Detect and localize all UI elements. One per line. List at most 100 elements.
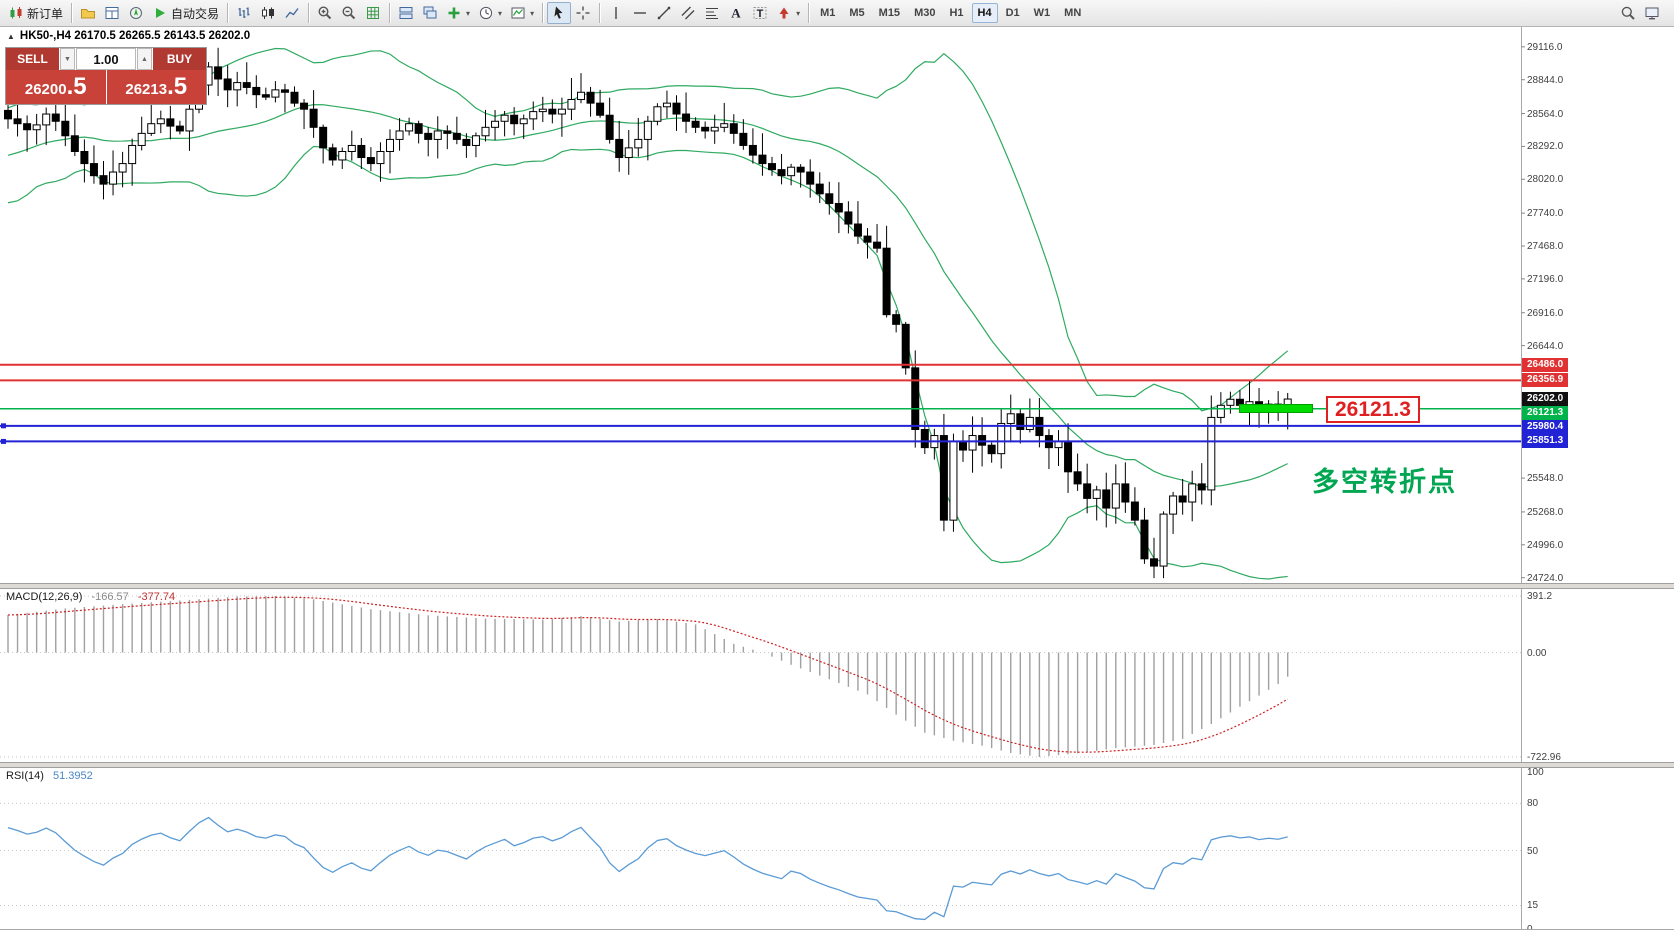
periods-button[interactable]: ▾ xyxy=(474,2,506,24)
candle xyxy=(634,138,643,149)
lot-decrease-button[interactable]: ▼ xyxy=(60,48,75,70)
vline-icon xyxy=(608,5,624,21)
collapse-panel-icon[interactable]: ▲ xyxy=(7,31,15,41)
navigator-button[interactable] xyxy=(124,2,148,24)
crosshair-button[interactable] xyxy=(571,2,595,24)
macd-value: -166.57 xyxy=(91,591,129,603)
arrows-button[interactable]: ▾ xyxy=(772,2,804,24)
zoom-in-button[interactable] xyxy=(313,2,337,24)
horizontal-price-lines xyxy=(0,363,1521,444)
new-window-button[interactable] xyxy=(1640,2,1664,24)
candle xyxy=(538,108,547,113)
zoom-out-button[interactable] xyxy=(337,2,361,24)
timeframe-mn[interactable]: MN xyxy=(1064,7,1082,19)
turning-point-annotation[interactable]: 多空转折点 xyxy=(1312,467,1457,498)
sell-price-main: 26200 xyxy=(24,81,67,98)
candle xyxy=(510,114,519,125)
candle xyxy=(653,106,662,122)
trendline-button[interactable] xyxy=(652,2,676,24)
search-button[interactable] xyxy=(1616,2,1640,24)
folder-icon xyxy=(80,5,96,21)
toolbar-separator xyxy=(71,3,73,23)
candle xyxy=(815,183,824,195)
candle xyxy=(80,150,89,165)
candle xyxy=(185,108,194,132)
rsi-splitter[interactable] xyxy=(0,762,1674,768)
candle xyxy=(1188,483,1197,503)
candle xyxy=(577,91,585,101)
grid-button[interactable] xyxy=(361,2,385,24)
price-axis[interactable] xyxy=(1521,27,1674,583)
add-indicator-icon xyxy=(446,5,462,21)
fibonacci-button[interactable] xyxy=(700,2,724,24)
indicators-button[interactable]: ▾ xyxy=(442,2,474,24)
label-button[interactable]: T xyxy=(748,2,772,24)
cursor-button[interactable] xyxy=(547,2,572,24)
support-line-2-handle[interactable] xyxy=(1,438,6,444)
cascade-windows-button[interactable] xyxy=(418,2,442,24)
candle xyxy=(863,235,872,243)
market-watch-button[interactable] xyxy=(100,2,124,24)
lot-size-field[interactable]: 1.00 xyxy=(76,48,136,70)
trendline-icon xyxy=(656,5,672,21)
lot-increase-button[interactable]: ▲ xyxy=(137,48,152,70)
zoom-out-icon xyxy=(341,5,357,21)
sell-button[interactable]: SELL xyxy=(6,48,59,70)
candle xyxy=(89,163,98,177)
candles-icon xyxy=(260,5,276,21)
timeframe-m1[interactable]: M1 xyxy=(820,7,836,19)
candle xyxy=(529,111,538,120)
candle xyxy=(1140,519,1149,560)
sell-price[interactable]: 26200 .5 xyxy=(6,70,106,104)
candle xyxy=(892,314,901,325)
candle xyxy=(1064,441,1073,473)
time-axis[interactable] xyxy=(0,929,1674,952)
timeframe-m5[interactable]: M5 xyxy=(849,7,865,19)
candle xyxy=(414,123,423,134)
candle xyxy=(156,118,165,125)
chevron-down-icon: ▾ xyxy=(530,8,535,18)
highlight-rectangle[interactable] xyxy=(1239,404,1313,414)
price-callout[interactable]: 26121.3 xyxy=(1326,395,1420,423)
new-order-button[interactable]: 新订单 xyxy=(4,2,67,24)
timeframe-m30[interactable]: M30 xyxy=(914,7,936,19)
sell-price-fraction: .5 xyxy=(66,73,87,100)
channel-button[interactable] xyxy=(676,2,700,24)
templates-button[interactable]: ▾ xyxy=(506,2,538,24)
candle xyxy=(624,147,633,159)
candle xyxy=(978,435,987,446)
line-chart-button[interactable] xyxy=(280,2,304,24)
candle xyxy=(13,118,22,125)
candle xyxy=(567,99,576,110)
timeframe-d1[interactable]: D1 xyxy=(1005,7,1020,19)
buy-price-fraction: .5 xyxy=(167,73,188,100)
candle xyxy=(586,91,595,104)
bar-chart-button[interactable] xyxy=(232,2,256,24)
buy-price[interactable]: 26213 .5 xyxy=(106,70,206,104)
new-order-button-label: 新订单 xyxy=(27,6,64,21)
timeframe-h1[interactable]: H1 xyxy=(949,7,964,19)
macd-splitter[interactable] xyxy=(0,583,1674,589)
candlestick-chart-button[interactable] xyxy=(256,2,280,24)
candle xyxy=(433,130,442,140)
candle xyxy=(118,163,127,173)
timeframe-m15[interactable]: M15 xyxy=(878,7,901,19)
profiles-button[interactable] xyxy=(76,2,100,24)
vertical-line-button[interactable] xyxy=(604,2,628,24)
timeframe-w1[interactable]: W1 xyxy=(1033,7,1051,19)
candle xyxy=(758,154,767,165)
text-button[interactable]: A xyxy=(724,2,748,24)
candle xyxy=(729,123,738,134)
candle xyxy=(309,108,318,128)
new-order-icon xyxy=(8,5,24,21)
buy-button[interactable]: BUY xyxy=(153,48,206,70)
auto-trading-button[interactable]: 自动交易 xyxy=(148,2,223,24)
tile-windows-button[interactable] xyxy=(394,2,418,24)
timeframe-h4[interactable]: H4 xyxy=(971,3,998,23)
support-line-1-handle[interactable] xyxy=(1,423,6,429)
horizontal-line-button[interactable] xyxy=(628,2,652,24)
candle xyxy=(147,123,156,134)
candle xyxy=(99,175,108,185)
template-icon xyxy=(510,5,526,21)
